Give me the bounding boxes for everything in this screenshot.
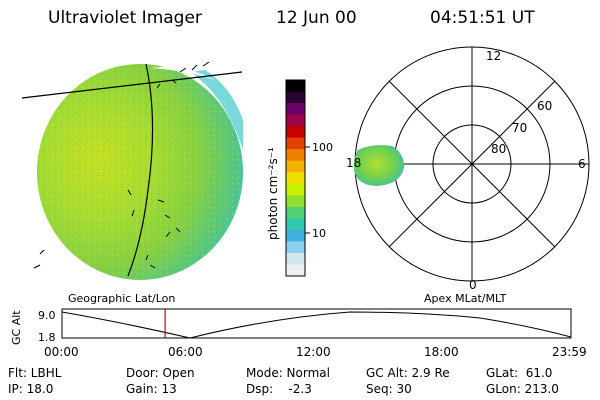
colorbar-label-100: 100 bbox=[312, 141, 333, 154]
seq-info: Seq: 30 bbox=[366, 382, 412, 396]
observation-time: 04:51:51 UT bbox=[430, 8, 535, 28]
colorbar-swatch bbox=[286, 172, 305, 185]
glat-info: GLat: 61.0 bbox=[486, 366, 553, 380]
colorbar-swatch bbox=[286, 126, 305, 139]
timeline-x-ticks: 00:00 06:00 12:00 18:00 23:59 bbox=[44, 345, 587, 359]
timeline-ytick-1-8: 1.8 bbox=[38, 331, 56, 344]
colorbar-swatch bbox=[286, 264, 305, 277]
lat-label-60: 60 bbox=[537, 99, 552, 113]
mlt-label-0: 0 bbox=[469, 278, 477, 292]
dsp-info: Dsp: -2.3 bbox=[246, 382, 312, 396]
colorbar-swatch bbox=[286, 149, 305, 162]
colorbar-swatch bbox=[286, 160, 305, 173]
gc-alt-info: GC Alt: 2.9 Re bbox=[366, 366, 450, 380]
colorbar-swatch bbox=[286, 183, 305, 196]
glon-info: GLon: 213.0 bbox=[486, 382, 559, 396]
mlt-label-6: 6 bbox=[578, 157, 586, 171]
colorbar-swatch bbox=[286, 103, 305, 116]
instrument-title: Ultraviolet Imager bbox=[48, 8, 202, 28]
filter-info: Flt: LBHL bbox=[8, 366, 62, 380]
colorbar bbox=[286, 80, 305, 277]
uv-earth-image bbox=[37, 64, 243, 280]
colorbar-label-10: 10 bbox=[312, 227, 326, 240]
colorbar-unit-label: photon cm⁻²s⁻¹ bbox=[266, 147, 280, 240]
colorbar-swatch bbox=[286, 229, 305, 242]
lat-label-80: 80 bbox=[491, 142, 506, 156]
observation-date: 12 Jun 00 bbox=[276, 8, 357, 28]
colorbar-frame bbox=[285, 79, 306, 277]
colorbar-swatch bbox=[286, 206, 305, 219]
colorbar-swatch bbox=[286, 91, 305, 104]
colorbar-swatch bbox=[286, 114, 305, 127]
xtick-1800: 18:00 bbox=[424, 345, 459, 359]
gain-info: Gain: 13 bbox=[126, 382, 177, 396]
mode-info: Mode: Normal bbox=[246, 366, 330, 380]
aurora-oval bbox=[353, 145, 405, 186]
timeline-left-title: Geographic Lat/Lon bbox=[68, 292, 175, 305]
timeline-frame bbox=[61, 308, 572, 339]
mlt-label-18: 18 bbox=[346, 156, 361, 170]
xtick-0600: 06:00 bbox=[168, 345, 203, 359]
mlt-label-12: 12 bbox=[486, 49, 501, 63]
ip-info: IP: 18.0 bbox=[8, 382, 54, 396]
xtick-2359: 23:59 bbox=[552, 345, 587, 359]
colorbar-swatch bbox=[286, 80, 305, 93]
door-info: Door: Open bbox=[126, 366, 195, 380]
altitude-curve bbox=[61, 311, 572, 339]
colorbar-swatch bbox=[286, 218, 305, 231]
colorbar-swatch bbox=[286, 137, 305, 150]
geo-grid-lines bbox=[21, 63, 243, 277]
lat-label-70: 70 bbox=[512, 121, 527, 135]
timeline-ytick-9: 9.0 bbox=[38, 309, 56, 322]
xtick-0000: 00:00 bbox=[44, 345, 79, 359]
xtick-1200: 12:00 bbox=[296, 345, 331, 359]
timeline-right-title: Apex MLat/MLT bbox=[424, 292, 507, 305]
coastline-marks bbox=[33, 61, 210, 269]
timeline-axis-label: GC Alt bbox=[10, 310, 23, 345]
colorbar-swatch bbox=[286, 241, 305, 254]
colorbar-swatch bbox=[286, 252, 305, 265]
colorbar-swatch bbox=[286, 195, 305, 208]
